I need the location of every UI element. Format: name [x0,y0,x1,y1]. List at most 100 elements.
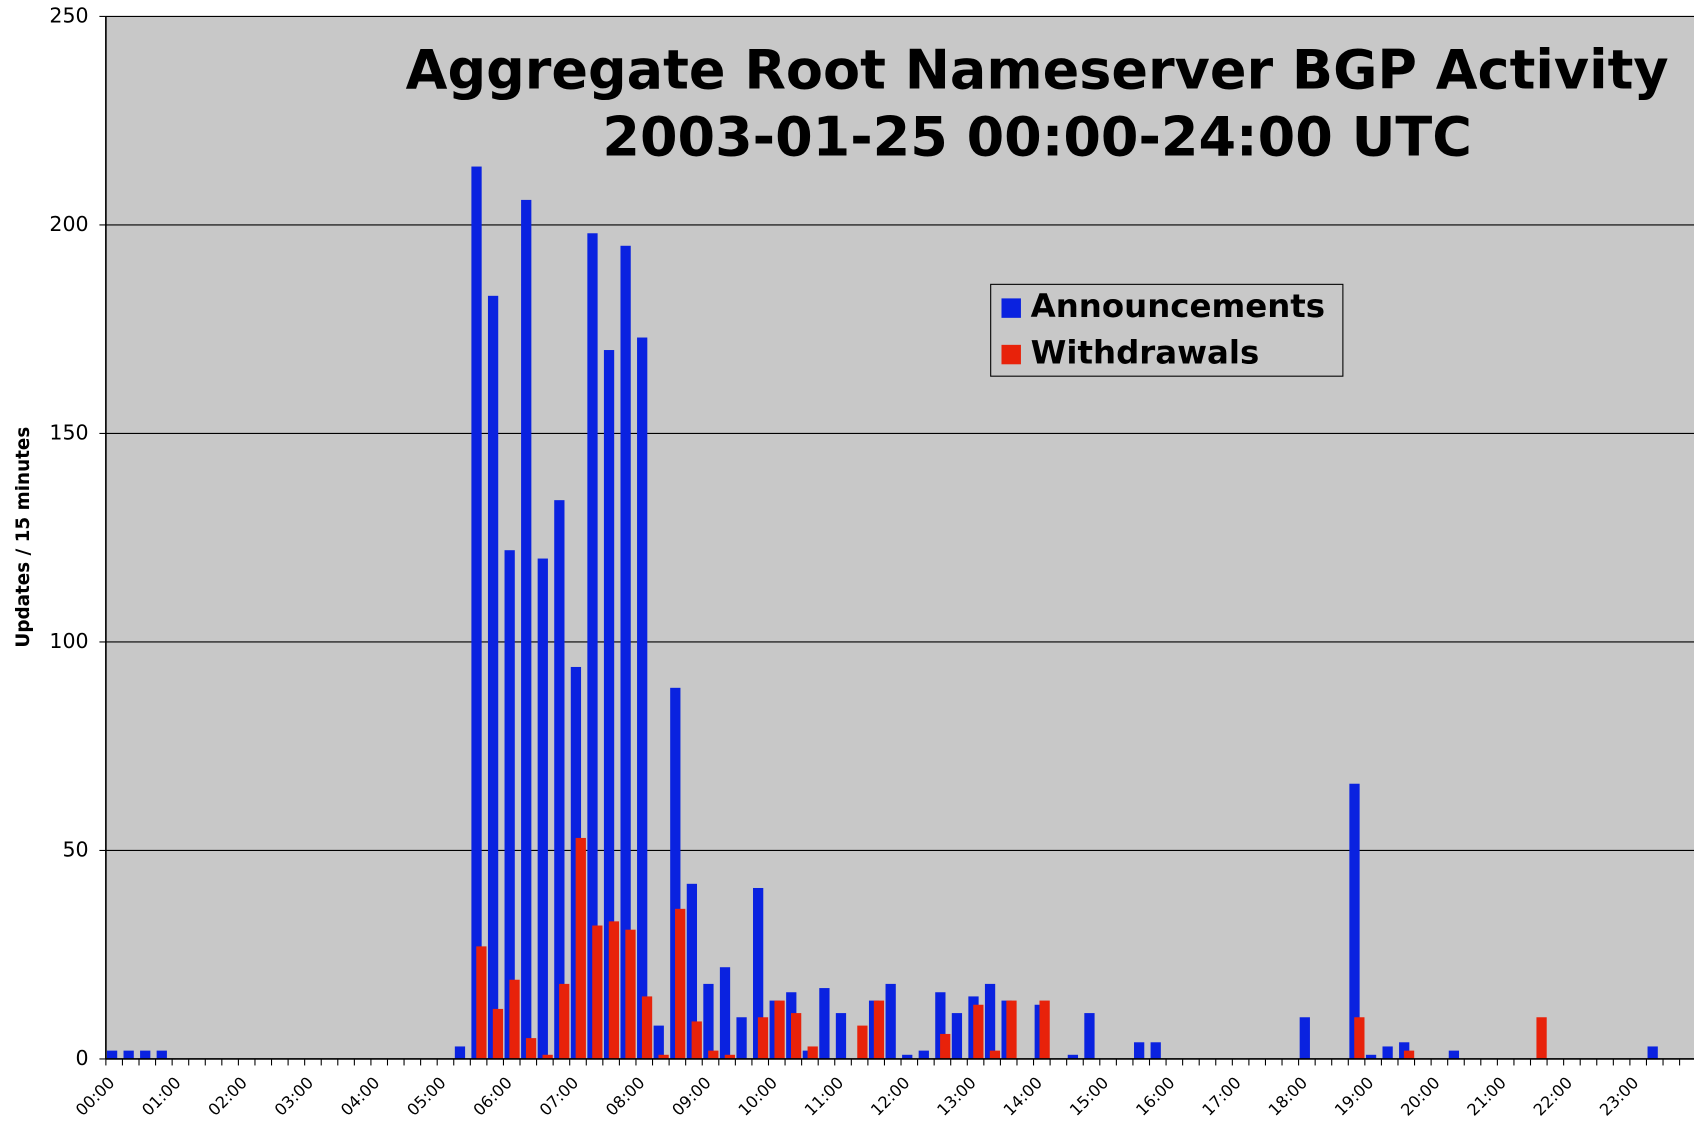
y-tick-label: 50 [62,837,88,861]
bar [658,1054,669,1059]
x-tick-label: 05:00 [403,1073,449,1119]
bar [935,992,946,1059]
x-tick-label: 07:00 [536,1073,582,1119]
x-tick-label: 01:00 [138,1073,184,1119]
x-tick-label: 22:00 [1530,1073,1576,1119]
bar [492,1008,504,1059]
x-tick-label: 09:00 [668,1073,714,1119]
bar [1067,1054,1079,1059]
bar [1403,1050,1415,1059]
x-tick-label: 23:00 [1596,1073,1642,1119]
bar [123,1050,134,1059]
bar [724,1054,736,1059]
bar [757,1017,769,1059]
bar [1354,1017,1365,1059]
bar [791,1013,802,1059]
legend-swatch [1001,344,1021,365]
y-tick-label: 200 [49,212,88,236]
bar [940,1033,951,1059]
bar [807,1046,818,1059]
y-tick-label: 0 [76,1046,89,1070]
bar [902,1054,913,1059]
bar [575,837,586,1059]
legend-label: Announcements [1031,287,1325,325]
x-tick-label: 06:00 [470,1073,516,1119]
bar [670,687,681,1059]
bar [509,979,520,1059]
bar [1299,1017,1310,1059]
x-tick-label: 13:00 [933,1073,979,1119]
bar [918,1050,929,1059]
x-tick-label: 19:00 [1331,1073,1377,1119]
bar [537,558,548,1059]
bar [554,500,565,1059]
bar [774,1000,785,1059]
legend: Announcements Withdrawals [990,283,1344,377]
bar [989,1050,1001,1059]
y-tick-label: 100 [49,629,88,653]
bar [106,1050,118,1059]
bar [885,983,896,1059]
bar [675,908,686,1059]
bar [487,295,499,1059]
bar [857,1025,868,1059]
bar [686,883,698,1059]
bar [592,925,603,1059]
bar [559,983,570,1059]
x-tick-label: 21:00 [1463,1073,1509,1119]
x-tick-label: 03:00 [271,1073,317,1119]
bar [703,983,714,1059]
x-tick-label: 15:00 [1066,1073,1112,1119]
bar [1134,1042,1145,1059]
x-tick-label: 16:00 [1132,1073,1178,1119]
bar [691,1021,702,1059]
bar [973,1004,984,1059]
bar [603,350,615,1059]
plot-area [105,16,1694,1059]
y-tick-label: 250 [49,3,88,27]
bar [641,996,653,1059]
legend-box [990,283,1344,377]
bar [1039,1000,1050,1059]
bar [608,921,620,1059]
x-tick-label: 00:00 [72,1073,118,1119]
bar [1006,1000,1017,1059]
bar [525,1038,537,1059]
bar [1349,783,1360,1059]
legend-label: Withdrawals [1031,334,1260,372]
bar [471,166,482,1059]
bar [1647,1046,1658,1059]
bar [835,1013,847,1059]
bar [156,1050,167,1059]
x-tick-label: 04:00 [337,1073,383,1119]
x-tick-label: 14:00 [1000,1073,1046,1119]
bar [736,1017,747,1059]
x-tick-label: 18:00 [1265,1073,1311,1119]
bar [1536,1017,1547,1059]
bar [873,1000,885,1059]
bar [753,887,764,1059]
x-tick-label: 17:00 [1198,1073,1244,1119]
x-tick-label: 08:00 [602,1073,648,1119]
bar [637,337,648,1059]
x-tick-label: 11:00 [801,1073,847,1119]
bar [1382,1046,1393,1059]
bar [476,946,487,1059]
bar [542,1054,553,1059]
x-tick-label: 02:00 [204,1073,250,1119]
bar [620,245,631,1059]
bar [625,929,636,1059]
y-tick-label: 150 [49,420,88,444]
bar [587,233,598,1059]
x-tick-label: 10:00 [735,1073,781,1119]
x-tick-label: 12:00 [867,1073,913,1119]
bar [504,550,515,1059]
bar [708,1050,719,1059]
bar [1365,1054,1377,1059]
bar [951,1013,963,1059]
bar [1150,1042,1161,1059]
bar [454,1046,466,1059]
legend-swatch [1001,298,1021,318]
chart-subtitle: 2003-01-25 00:00-24:00 UTC [602,105,1472,168]
